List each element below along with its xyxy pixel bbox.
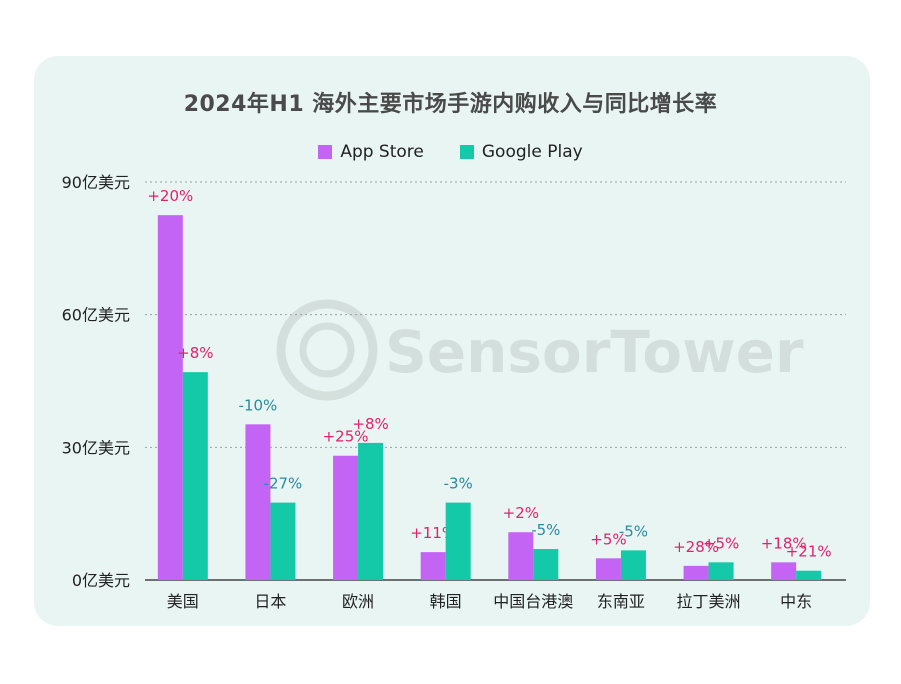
legend-swatch-app-store	[318, 145, 333, 159]
bar-app-store	[157, 215, 183, 580]
growth-label: +8%	[352, 415, 388, 433]
watermark: SensorTower	[276, 299, 804, 401]
bar-google-play	[358, 442, 384, 580]
x-tick-label: 韩国	[430, 592, 462, 611]
watermark-text: SensorTower	[385, 318, 804, 386]
bar-app-store	[771, 562, 797, 580]
bar-google-play	[708, 562, 734, 580]
x-tick-label: 东南亚	[597, 592, 645, 611]
growth-label: -5%	[619, 522, 648, 540]
bar-google-play	[533, 549, 559, 580]
x-tick-label: 中东	[780, 592, 812, 611]
bar-google-play	[182, 372, 208, 580]
growth-label: -5%	[531, 521, 560, 539]
legend-label-google-play: Google Play	[481, 142, 583, 162]
growth-label: +18%	[761, 534, 807, 552]
x-tick-label: 美国	[167, 592, 199, 611]
x-tick-label: 中国台港澳	[493, 592, 573, 611]
growth-label: +21%	[786, 543, 832, 561]
y-tick-label: 90亿美元	[62, 173, 130, 192]
bar-google-play	[796, 570, 822, 580]
bar-app-store	[595, 558, 621, 580]
bar-google-play	[270, 502, 296, 580]
bar-app-store	[508, 532, 534, 580]
growth-label: +11%	[410, 524, 456, 542]
legend-item-app-store: App Store	[318, 142, 424, 162]
growth-label: -3%	[444, 475, 473, 493]
bar-app-store	[420, 552, 446, 580]
chart-title: 2024年H1 海外主要市场手游内购收入与同比增长率	[183, 92, 718, 117]
x-tick-label: 拉丁美洲	[677, 592, 741, 611]
y-tick-label: 60亿美元	[62, 306, 130, 325]
bar-app-store	[245, 424, 271, 580]
growth-label: +2%	[503, 504, 539, 522]
legend-label-app-store: App Store	[340, 142, 424, 162]
growth-label: -10%	[239, 396, 278, 414]
growth-label: -27%	[264, 475, 303, 493]
y-tick-label: 0亿美元	[72, 571, 130, 590]
growth-label: +25%	[323, 428, 369, 446]
bar-app-store	[333, 455, 359, 580]
growth-label: +8%	[177, 344, 213, 362]
x-tick-label: 欧洲	[342, 592, 374, 611]
bar-google-play	[620, 550, 646, 580]
y-tick-label: 30亿美元	[62, 438, 130, 457]
bar-google-play	[445, 502, 471, 580]
growth-label: +5%	[590, 530, 626, 548]
growth-label: +5%	[703, 534, 739, 552]
growth-label: +28%	[673, 538, 719, 556]
legend-swatch-google-play	[459, 145, 474, 159]
x-tick-label: 日本	[254, 592, 286, 611]
bar-app-store	[683, 565, 709, 580]
legend-item-google-play: Google Play	[459, 142, 583, 162]
chart-legend: App Store Google Play	[0, 142, 901, 162]
growth-label: +20%	[147, 187, 193, 205]
